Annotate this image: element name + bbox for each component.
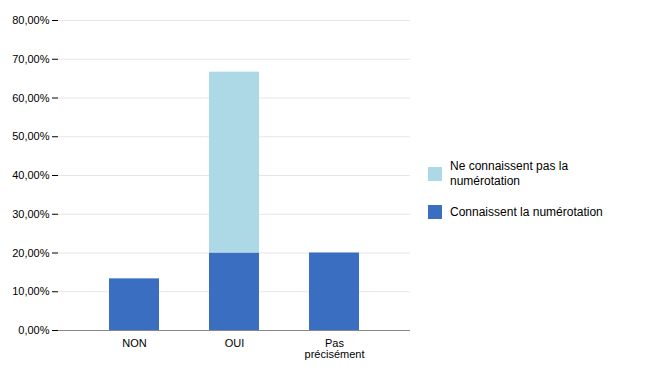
svg-text:0,00%: 0,00% (18, 324, 49, 336)
html-text:Ne connaissent pas la numérota: Ne connaissent pas la numérotation (450, 158, 569, 188)
svg-text:40,00%: 40,00% (12, 169, 50, 181)
html-text:Connaissent la numérotation: Connaissent la numérotation (450, 204, 603, 219)
svg-text:60,00%: 60,00% (12, 92, 50, 104)
svg-text:20,00%: 20,00% (12, 247, 50, 259)
svg-text:Pasprécisément: Pasprécisément (305, 337, 365, 360)
svg-text:NON: NON (122, 337, 147, 349)
svg-text:80,00%: 80,00% (12, 14, 50, 26)
svg-text:OUI: OUI (225, 337, 245, 349)
svg-text:70,00%: 70,00% (12, 53, 50, 65)
svg-text:30,00%: 30,00% (12, 208, 50, 220)
svg-text:10,00%: 10,00% (12, 285, 50, 297)
svg-text:50,00%: 50,00% (12, 130, 50, 142)
